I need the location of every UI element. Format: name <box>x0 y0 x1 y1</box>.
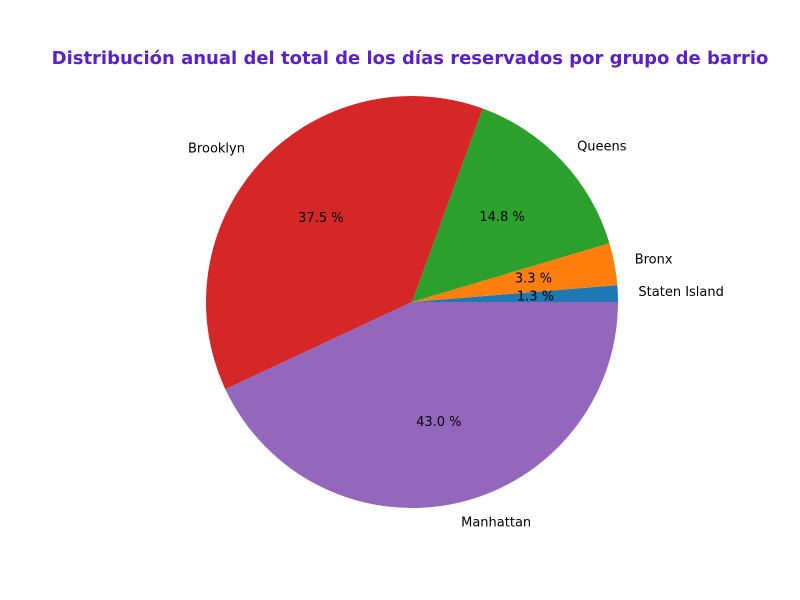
pie-slice-brooklyn <box>206 95 483 390</box>
pie-slice-bronx <box>412 243 618 302</box>
slice-percent-staten-island: 1.3 % <box>517 289 554 304</box>
slice-label-manhattan: Manhattan <box>461 516 531 531</box>
pie-slice-queens <box>412 108 610 303</box>
pie-labels: Staten Island 1.3 % Bronx 3.3 % Queens 14.8 %… <box>188 139 724 530</box>
slice-label-queens: Queens <box>577 139 627 154</box>
slice-label-staten-island: Staten Island <box>638 285 723 300</box>
slice-percent-bronx: 3.3 % <box>515 272 552 287</box>
chart-title: Distribución anual del total de los días… <box>52 48 769 69</box>
slice-percent-brooklyn: 37.5 % <box>298 211 343 226</box>
slice-label-brooklyn: Brooklyn <box>188 141 245 156</box>
slice-percent-manhattan: 43.0 % <box>416 415 461 430</box>
pie-slice-staten-island <box>412 285 618 302</box>
slice-percent-queens: 14.8 % <box>479 210 524 225</box>
pie-slice-manhattan <box>225 302 619 508</box>
pie-slices <box>206 95 619 508</box>
slice-label-bronx: Bronx <box>635 253 673 268</box>
